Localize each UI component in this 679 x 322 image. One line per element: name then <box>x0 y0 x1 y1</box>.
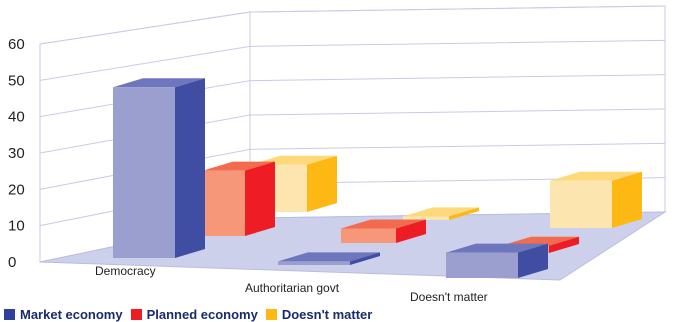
legend: Market economy Planned economy Doesn't mat… <box>4 307 380 322</box>
bar-front <box>550 180 612 228</box>
category-label: Authoritarian govt <box>245 281 340 295</box>
y-tick-label: 20 <box>8 181 25 198</box>
bar-top <box>113 78 205 88</box>
bar-side <box>449 207 479 220</box>
gridline <box>39 39 666 81</box>
bar-top <box>501 236 579 246</box>
bar-side <box>245 161 275 236</box>
bar-side <box>518 243 548 278</box>
bar <box>113 78 205 258</box>
bar <box>403 207 479 220</box>
legend-label: Doesn't matter <box>281 307 373 322</box>
bar <box>446 243 548 278</box>
bar-top <box>203 161 275 171</box>
bar-front <box>403 216 449 220</box>
bar-side <box>396 219 426 243</box>
bars <box>113 78 642 278</box>
y-tick-label: 30 <box>8 145 25 162</box>
bar-side <box>350 252 380 265</box>
legend-item: Doesn't matter <box>265 307 373 322</box>
bar <box>203 161 275 236</box>
bar-side <box>307 155 337 212</box>
bar-front <box>113 87 175 258</box>
bar-top <box>403 207 479 217</box>
bar-front <box>446 252 518 278</box>
bar <box>341 219 426 243</box>
category-labels: Democracy Authoritarian govt Doesn't matte… <box>95 264 488 304</box>
bar <box>550 171 642 228</box>
legend-swatch <box>130 309 142 320</box>
legend-swatch <box>265 309 277 320</box>
legend-label: Market economy <box>20 307 123 322</box>
gridline <box>39 142 666 190</box>
y-tick-label: 50 <box>8 72 25 89</box>
legend-label: Planned economy <box>146 307 258 322</box>
y-axis-ticks: 0 10 20 30 40 50 60 <box>8 36 25 271</box>
bar-side <box>175 78 205 258</box>
legend-item: Market economy <box>4 307 123 322</box>
gridline <box>39 108 666 154</box>
gridline <box>39 74 666 118</box>
bar-front <box>278 261 350 265</box>
bar-top <box>278 252 380 262</box>
bar-top <box>341 219 426 229</box>
bar-front <box>203 170 245 236</box>
y-tick-label: 10 <box>8 218 25 235</box>
category-label: Doesn't matter <box>410 290 488 304</box>
bar-top <box>550 171 642 181</box>
bar-side <box>612 171 642 228</box>
category-label: Democracy <box>95 264 156 278</box>
y-tick-label: 60 <box>8 36 25 53</box>
bar-front <box>341 228 396 243</box>
legend-item: Planned economy <box>130 307 258 322</box>
gridline <box>39 5 666 45</box>
bar <box>278 252 380 265</box>
bar-top <box>446 243 548 253</box>
y-tick-label: 40 <box>8 109 25 126</box>
y-tick-label: 0 <box>8 254 16 271</box>
bar-side <box>549 236 579 253</box>
gridlines <box>39 5 666 227</box>
legend-swatch <box>4 309 15 320</box>
